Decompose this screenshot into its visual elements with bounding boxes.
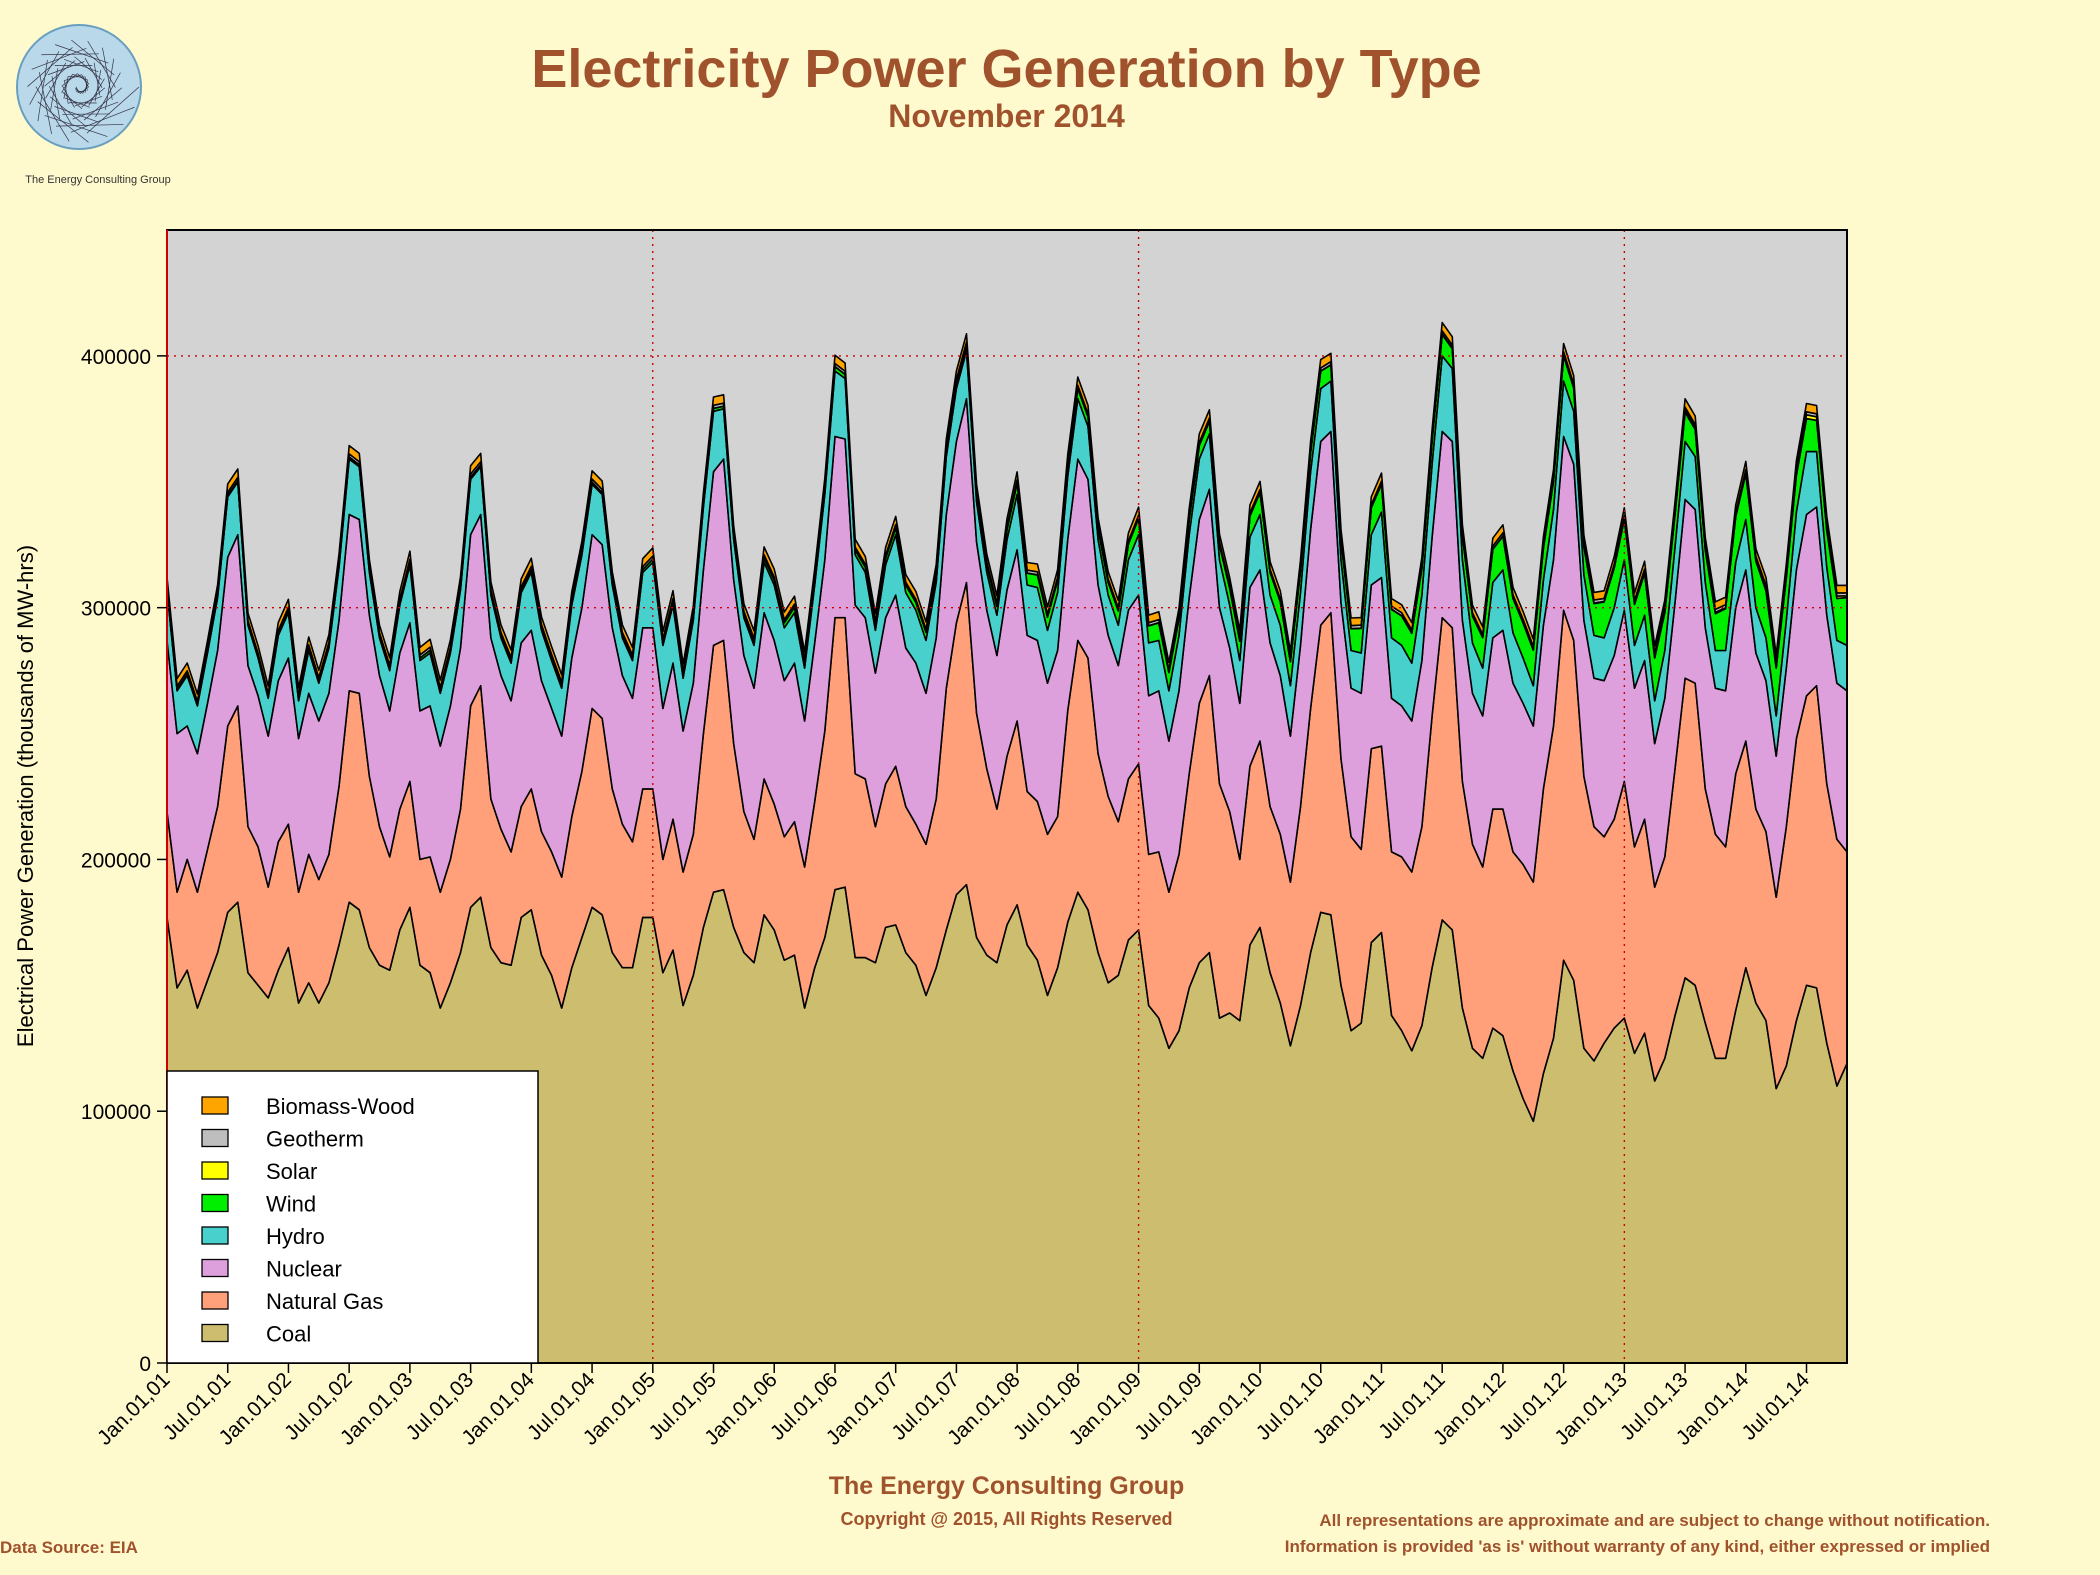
legend-label: Hydro: [266, 1224, 325, 1249]
legend-swatch: [201, 1193, 229, 1213]
x-tick-label: Jul.01,14: [1738, 1368, 1815, 1445]
legend-swatch: [201, 1161, 229, 1180]
legend-swatch: [201, 1128, 229, 1148]
legend-label: Nuclear: [266, 1257, 342, 1282]
disclaimer-line-1: All representations are approximate and …: [1319, 1511, 1990, 1530]
x-axis-ticks: Jan.01,01Jul.01,01Jan.01,02Jul.01,02Jan.…: [93, 1363, 1814, 1450]
legend-box: [166, 1070, 539, 1364]
y-tick-label: 100000: [81, 1101, 151, 1124]
legend-swatch: [201, 1323, 229, 1343]
legend-swatch: [201, 1226, 229, 1245]
x-tick-label: Jan.01,01: [93, 1368, 174, 1449]
spiral-logo-icon: [16, 24, 142, 150]
legend-swatch: [201, 1258, 229, 1278]
legend-label: Natural Gas: [266, 1289, 383, 1314]
footer-org: The Energy Consulting Group: [828, 1472, 1185, 1500]
grid-lines: [167, 230, 1847, 1363]
legend-label: Solar: [266, 1159, 317, 1184]
y-axis-ticks: 0 100000 200000 300000 400000: [81, 346, 167, 1376]
legend-label: Coal: [266, 1322, 311, 1347]
legend-label: Biomass-Wood: [266, 1094, 415, 1119]
y-tick-label: 0: [139, 1353, 151, 1376]
y-tick-label: 400000: [81, 346, 151, 369]
data-source: Data Source: EIA: [0, 1538, 138, 1557]
disclaimer-line-2: Information is provided 'as is' without …: [1284, 1537, 1990, 1556]
legend-swatch: [201, 1096, 229, 1115]
logo-text: The Energy Consulting Group: [25, 174, 171, 186]
chart-title: Electricity Power Generation by Type: [531, 39, 1482, 99]
legend-label: Wind: [266, 1192, 316, 1217]
legend: Biomass-Wood Geotherm Solar Wind Hydro Nuclea…: [166, 1070, 539, 1364]
chart-subtitle: November 2014: [888, 98, 1125, 134]
legend-label: Geotherm: [266, 1127, 364, 1152]
y-tick-label: 300000: [81, 598, 151, 621]
company-logo: The Energy Consulting Group: [14, 22, 171, 192]
legend-swatch: [201, 1291, 229, 1310]
y-axis-label: Electrical Power Generation (thousands o…: [13, 545, 38, 1047]
footer-copyright: Copyright @ 2015, All Rights Reserved: [840, 1509, 1173, 1529]
area-series-group: [166, 321, 1848, 1364]
y-tick-label: 200000: [81, 849, 151, 872]
